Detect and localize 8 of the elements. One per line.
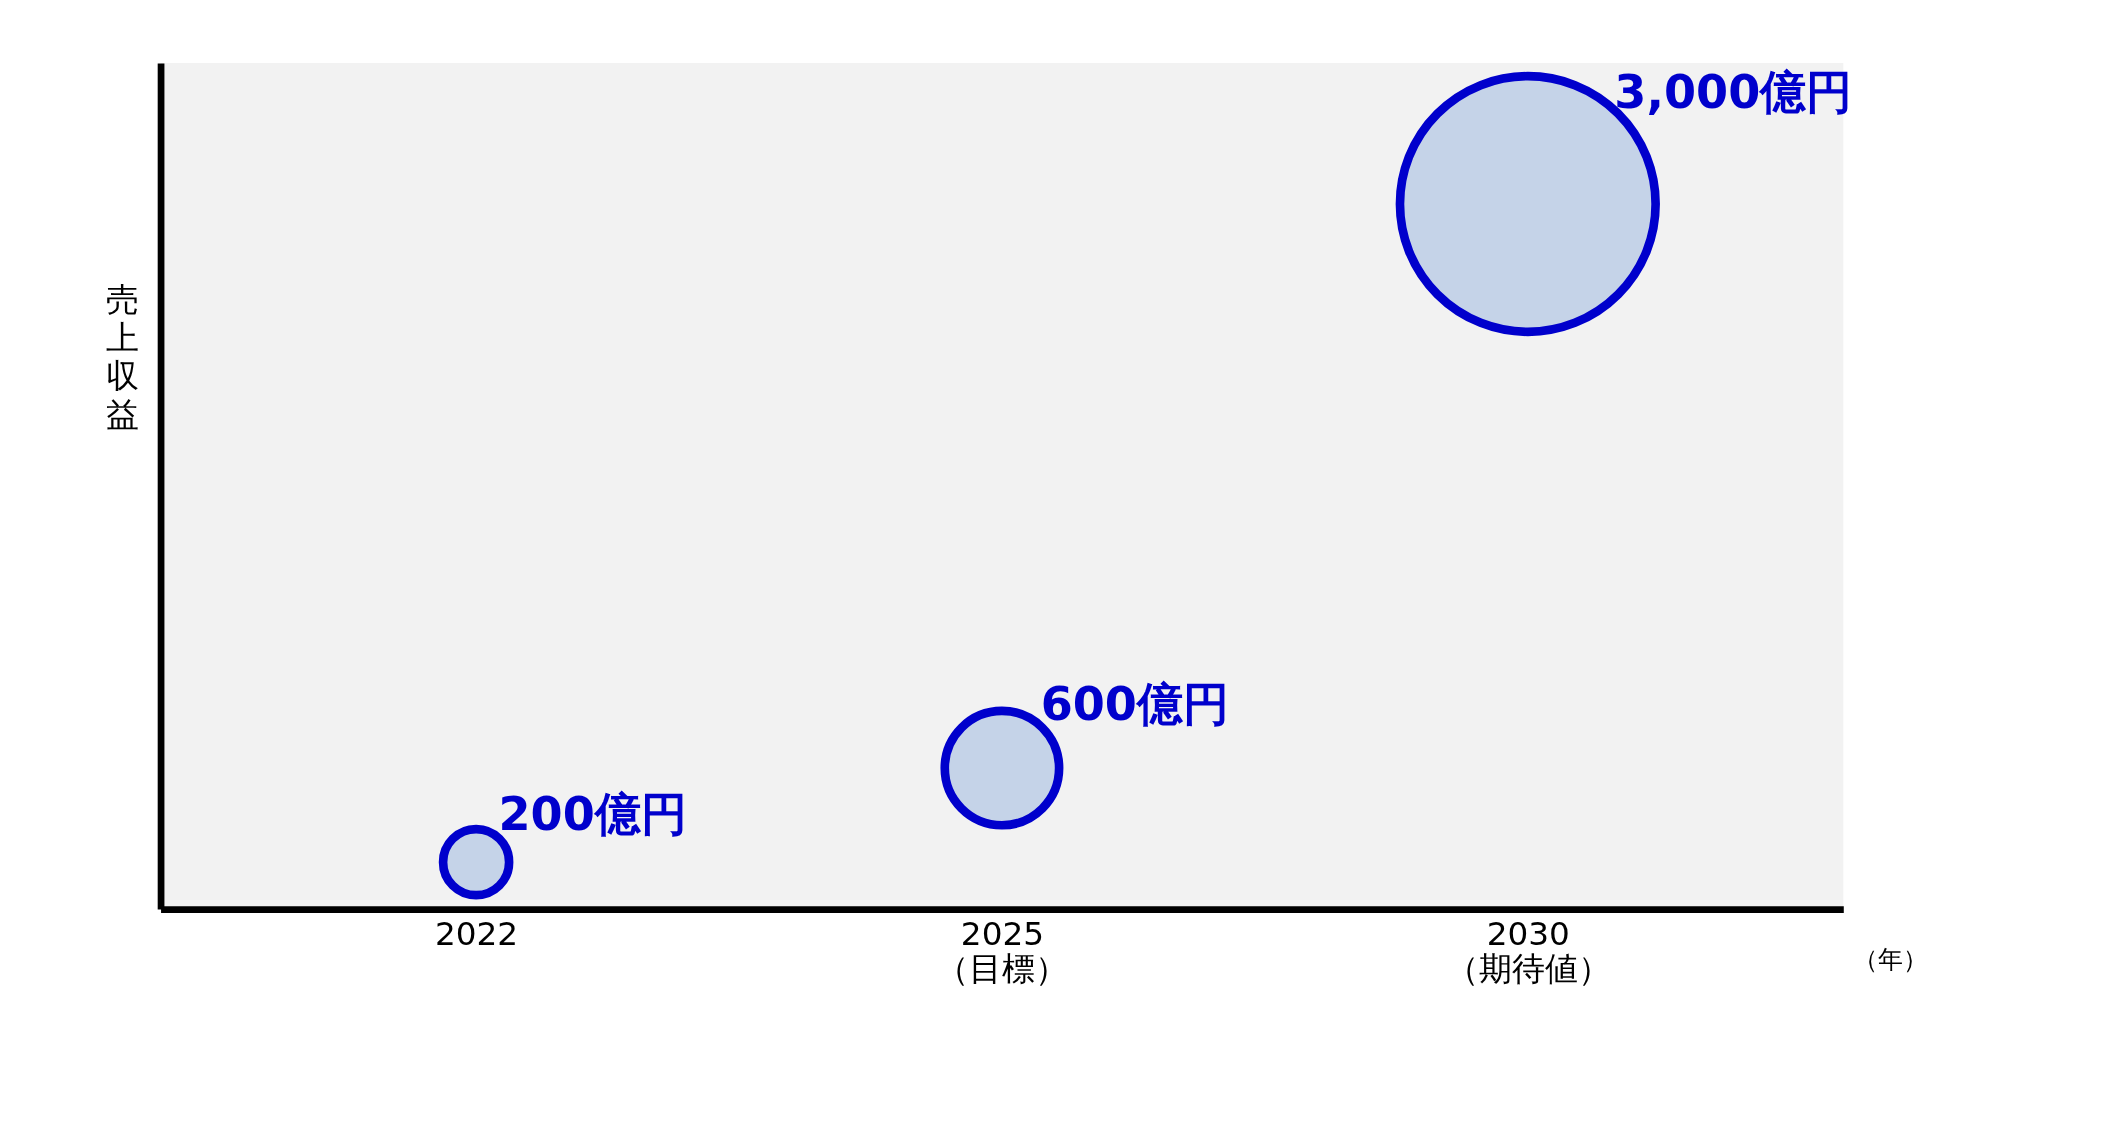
data-label: 3,000億円 [1614, 64, 1853, 119]
text: （年） [1853, 945, 1929, 975]
category-label: 2022 [434, 915, 519, 954]
text: 売上収益 [106, 280, 140, 434]
category-label: 2025 （目標） [936, 915, 1069, 988]
category-label: 2030 （期待値） [1445, 915, 1611, 988]
data-label: 200億円 [498, 787, 687, 842]
data-label: 600億円 [1040, 676, 1229, 731]
